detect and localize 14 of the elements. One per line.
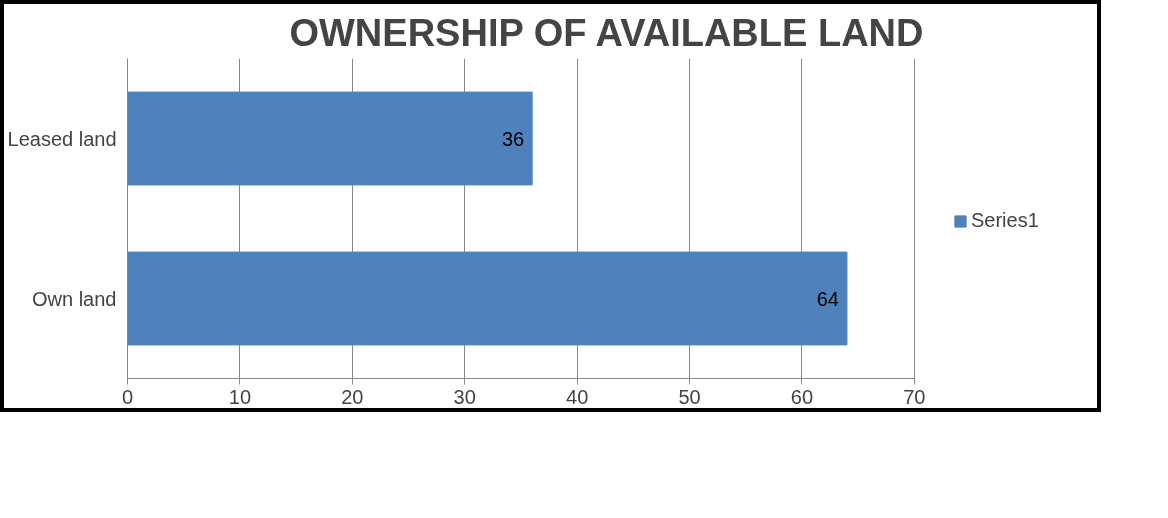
x-tick-label: 40 [566,385,589,408]
y-tick-label: Own land [32,287,117,310]
x-tick-label: 60 [790,385,814,408]
legend-label: Series1 [971,209,1039,232]
x-tick-label: 10 [228,385,252,408]
x-tick-label: 70 [903,385,926,408]
data-label: 64 [816,287,839,310]
data-label: 36 [501,127,525,150]
y-tick-label: Leased land [7,127,117,150]
chart-title: OWNERSHIP OF AVAILABLE LAND [289,11,924,54]
x-tick-label: 50 [678,385,701,408]
x-tick-label: 30 [453,385,476,408]
x-tick-label: 0 [121,385,134,408]
x-tick-label: 20 [341,385,364,408]
